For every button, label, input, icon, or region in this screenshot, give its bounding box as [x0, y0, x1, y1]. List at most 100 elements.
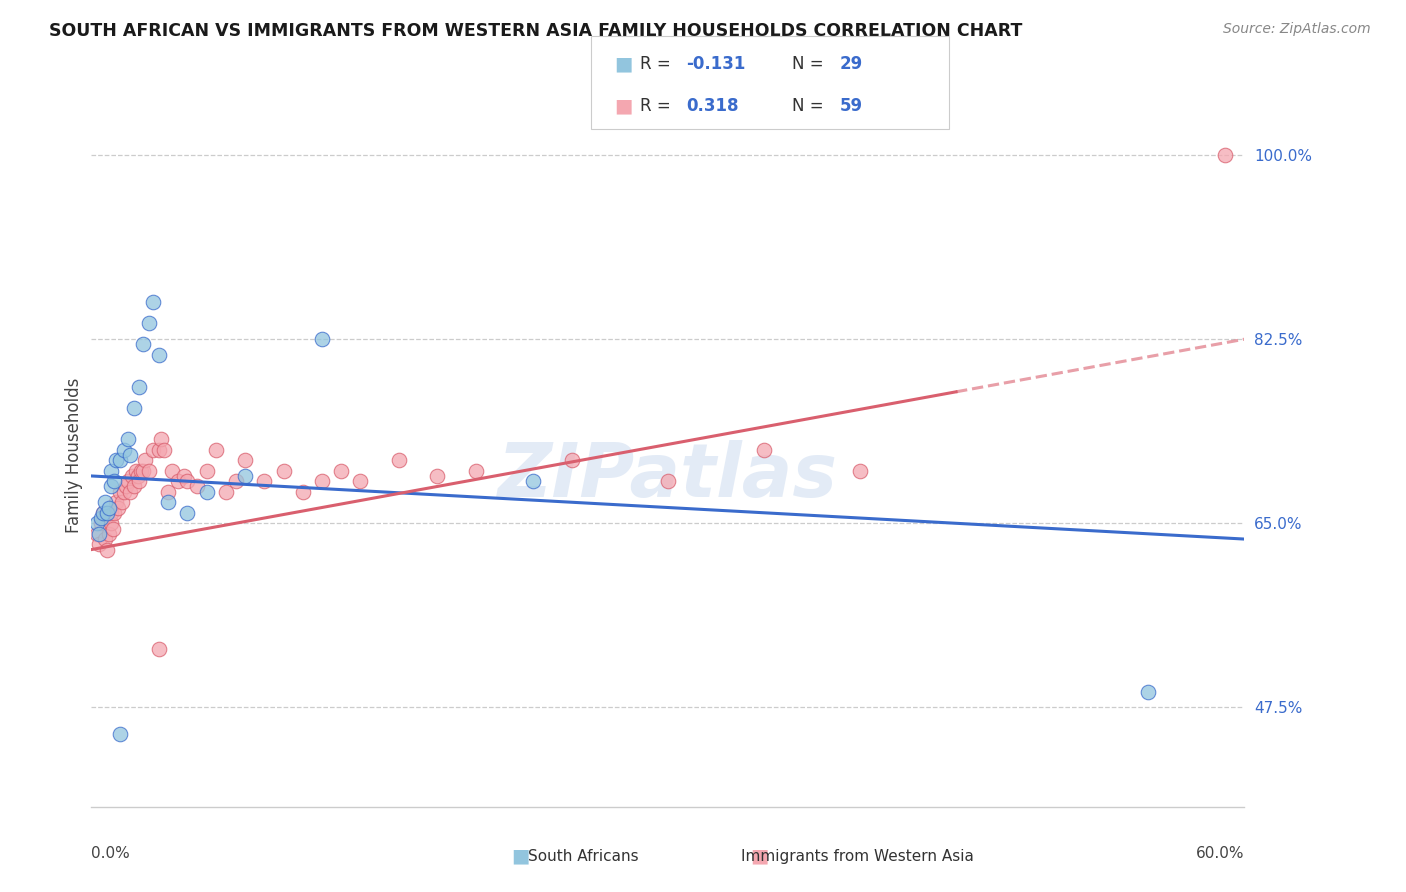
Text: 0.318: 0.318 — [686, 97, 738, 115]
Point — [128, 474, 150, 488]
Point — [176, 474, 198, 488]
Point — [273, 464, 295, 478]
Point — [233, 453, 256, 467]
Text: Immigrants from Western Asia: Immigrants from Western Asia — [741, 849, 974, 863]
Point — [110, 484, 132, 499]
Point — [1213, 148, 1236, 162]
Point — [100, 479, 122, 493]
Point — [388, 453, 411, 467]
Point — [160, 464, 183, 478]
Point — [103, 474, 125, 488]
Point — [115, 479, 138, 493]
Text: N =: N = — [792, 55, 828, 73]
Point — [91, 511, 114, 525]
Point — [148, 642, 170, 657]
Point — [464, 464, 486, 478]
Point — [173, 469, 195, 483]
Point — [311, 474, 333, 488]
Point — [97, 500, 120, 515]
Point — [195, 464, 218, 478]
Text: 0.0%: 0.0% — [91, 846, 131, 861]
Point — [100, 516, 122, 531]
Point — [138, 464, 160, 478]
Point — [142, 442, 165, 457]
Text: ■: ■ — [614, 96, 633, 116]
Point — [148, 442, 170, 457]
Point — [142, 295, 165, 310]
Point — [110, 453, 132, 467]
Point — [205, 442, 228, 457]
Point — [215, 484, 238, 499]
Point — [87, 537, 110, 551]
Point — [186, 479, 208, 493]
Point — [122, 401, 145, 415]
Point — [849, 464, 872, 478]
Point — [91, 506, 114, 520]
Point — [166, 474, 188, 488]
Point — [112, 442, 135, 457]
Point — [311, 332, 333, 346]
Point — [96, 542, 118, 557]
Point — [86, 516, 108, 531]
Text: R =: R = — [640, 97, 676, 115]
Point — [124, 464, 146, 478]
Point — [87, 526, 110, 541]
Point — [112, 484, 135, 499]
Point — [426, 469, 449, 483]
Point — [91, 506, 114, 520]
Point — [522, 474, 544, 488]
Point — [1137, 684, 1160, 698]
Text: SOUTH AFRICAN VS IMMIGRANTS FROM WESTERN ASIA FAMILY HOUSEHOLDS CORRELATION CHAR: SOUTH AFRICAN VS IMMIGRANTS FROM WESTERN… — [49, 22, 1022, 40]
Text: ZIPatlas: ZIPatlas — [498, 440, 838, 513]
Point — [118, 448, 141, 462]
Text: ■: ■ — [749, 847, 769, 866]
Point — [561, 453, 583, 467]
Text: Source: ZipAtlas.com: Source: ZipAtlas.com — [1223, 22, 1371, 37]
Point — [86, 526, 108, 541]
Point — [225, 474, 247, 488]
Point — [176, 506, 198, 520]
Point — [117, 474, 139, 488]
Text: ■: ■ — [614, 54, 633, 73]
Point — [122, 479, 145, 493]
Point — [153, 442, 176, 457]
Point — [94, 495, 117, 509]
Point — [105, 495, 128, 509]
Point — [253, 474, 276, 488]
Point — [752, 442, 775, 457]
Point — [94, 532, 117, 546]
Point — [101, 522, 124, 536]
Point — [195, 484, 218, 499]
Point — [97, 526, 120, 541]
Point — [131, 464, 153, 478]
Point — [138, 317, 160, 331]
Text: N =: N = — [792, 97, 828, 115]
Point — [132, 337, 155, 351]
Point — [134, 453, 156, 467]
Text: R =: R = — [640, 55, 676, 73]
Point — [90, 516, 112, 531]
Point — [349, 474, 371, 488]
Text: -0.131: -0.131 — [686, 55, 745, 73]
Point — [657, 474, 679, 488]
Point — [128, 379, 150, 393]
Text: ■: ■ — [510, 847, 530, 866]
Point — [110, 726, 132, 740]
Point — [121, 469, 143, 483]
Point — [111, 495, 134, 509]
Point — [103, 506, 125, 520]
Point — [107, 500, 129, 515]
Point — [127, 469, 149, 483]
Point — [117, 432, 139, 446]
Point — [100, 464, 122, 478]
Point — [105, 453, 128, 467]
Point — [118, 484, 141, 499]
Point — [233, 469, 256, 483]
Text: 60.0%: 60.0% — [1197, 846, 1244, 861]
Point — [90, 511, 112, 525]
Point — [132, 464, 155, 478]
Point — [149, 432, 172, 446]
Text: South Africans: South Africans — [529, 849, 638, 863]
Y-axis label: Family Households: Family Households — [65, 377, 83, 533]
Point — [148, 348, 170, 362]
